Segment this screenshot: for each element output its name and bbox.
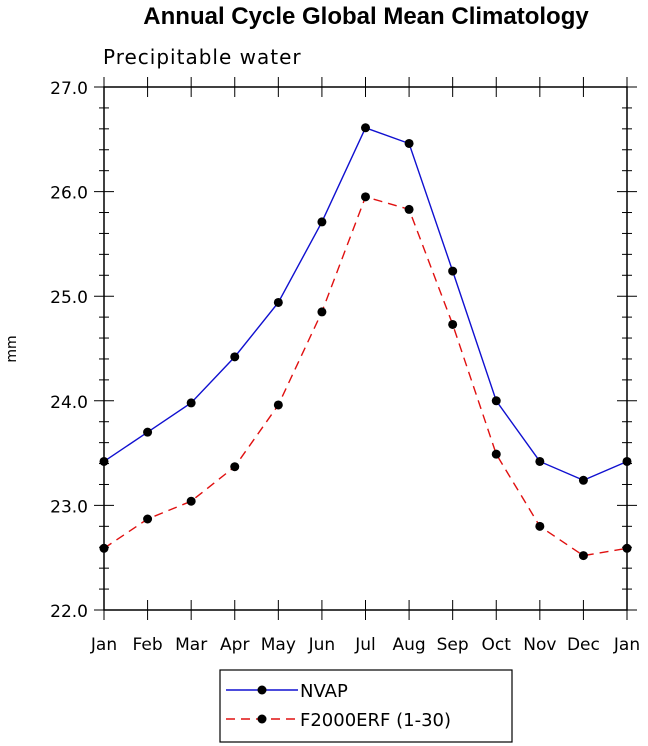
legend-marker bbox=[257, 714, 267, 724]
y-tick-label: 27.0 bbox=[50, 79, 88, 99]
data-point bbox=[622, 456, 632, 466]
x-tick-label: Sep bbox=[437, 635, 469, 655]
data-point bbox=[361, 192, 370, 202]
x-tick-label: Jan bbox=[90, 635, 117, 655]
legend-label: NVAP bbox=[300, 681, 348, 702]
data-point bbox=[273, 297, 283, 307]
x-tick-label: Apr bbox=[220, 635, 249, 655]
x-tick-label: Mar bbox=[175, 635, 207, 655]
series-line bbox=[103, 126, 628, 482]
data-point bbox=[186, 398, 196, 408]
data-point bbox=[317, 217, 327, 227]
data-point bbox=[622, 543, 632, 553]
data-point bbox=[491, 449, 501, 459]
data-point bbox=[535, 521, 545, 531]
data-point bbox=[578, 475, 588, 485]
data-point bbox=[404, 138, 414, 148]
data-point bbox=[230, 352, 240, 362]
legend-label: F2000ERF (1-30) bbox=[300, 710, 451, 731]
data-point bbox=[230, 462, 240, 472]
series-line bbox=[103, 195, 628, 557]
legend: NVAP F2000ERF (1-30) bbox=[219, 669, 513, 743]
y-tick-label: 24.0 bbox=[50, 393, 88, 413]
data-point bbox=[535, 456, 545, 466]
x-tick-label: Dec bbox=[567, 635, 600, 655]
data-point bbox=[273, 400, 283, 410]
series-1 bbox=[99, 192, 632, 561]
data-point bbox=[361, 123, 370, 133]
x-tick-label: Aug bbox=[392, 635, 425, 655]
series-0 bbox=[99, 123, 632, 485]
legend-box bbox=[219, 669, 513, 743]
axis-ticks: 22.0 23.0 24.0 25.0 26.0 27.0 Jan Feb Mar Apr May J… bbox=[50, 77, 640, 655]
chart-title: Annual Cycle Global Mean Climatology bbox=[143, 3, 589, 30]
x-tick-label: Nov bbox=[523, 635, 556, 655]
data-point bbox=[99, 456, 109, 466]
y-tick-label: 22.0 bbox=[50, 602, 88, 622]
legend-marker bbox=[257, 685, 267, 695]
y-tick-label: 23.0 bbox=[50, 497, 88, 517]
x-tick-label: Jul bbox=[354, 635, 376, 655]
data-point bbox=[578, 551, 588, 561]
y-tick-label: 25.0 bbox=[50, 288, 88, 308]
chart-subtitle: Precipitable water bbox=[103, 45, 302, 69]
x-tick-label: Jan bbox=[613, 635, 640, 655]
data-point bbox=[143, 514, 153, 524]
data-point bbox=[404, 204, 414, 214]
x-tick-label: Oct bbox=[482, 635, 512, 655]
data-point bbox=[143, 427, 153, 437]
x-tick-label: May bbox=[261, 635, 296, 655]
data-point bbox=[99, 543, 109, 553]
data-point bbox=[186, 496, 196, 506]
data-point bbox=[491, 396, 501, 406]
data-point bbox=[448, 319, 458, 329]
x-tick-label: Jun bbox=[308, 635, 336, 655]
series-layer bbox=[99, 123, 632, 561]
y-axis-label: mm bbox=[4, 335, 20, 362]
y-tick-label: 26.0 bbox=[50, 184, 88, 204]
x-tick-label: Feb bbox=[133, 635, 163, 655]
data-point bbox=[448, 266, 458, 276]
data-point bbox=[317, 307, 327, 317]
